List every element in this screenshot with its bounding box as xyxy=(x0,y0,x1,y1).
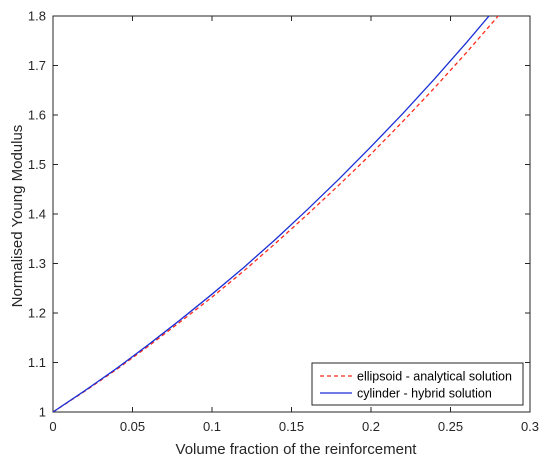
y-tick-label: 1.3 xyxy=(28,256,46,271)
x-tick-label: 0.2 xyxy=(362,419,380,434)
y-tick-label: 1.2 xyxy=(28,306,46,321)
x-tick-label: 0.15 xyxy=(279,419,304,434)
y-tick-label: 1.4 xyxy=(28,207,46,222)
legend-label-2: cylinder - hybrid solution xyxy=(357,387,492,401)
y-tick-label: 1.5 xyxy=(28,157,46,172)
y-tick-label: 1.6 xyxy=(28,108,46,123)
y-axis-label: Normalised Young Modulus xyxy=(9,125,26,308)
x-tick-label: 0.3 xyxy=(521,419,539,434)
legend: ellipsoid - analytical solution cylinder … xyxy=(312,363,523,405)
y-tick-label: 1.7 xyxy=(28,58,46,73)
x-tick-label: 0 xyxy=(49,419,56,434)
x-tick-label: 0.05 xyxy=(120,419,145,434)
x-tick-label: 0.25 xyxy=(438,419,463,434)
x-tick-label: 0.1 xyxy=(203,419,221,434)
axes-box xyxy=(53,16,530,412)
x-axis-label: Volume fraction of the reinforcement xyxy=(176,441,418,458)
y-tick-label: 1 xyxy=(39,405,46,420)
y-tick-label: 1.1 xyxy=(28,355,46,370)
legend-label-1: ellipsoid - analytical solution xyxy=(357,370,512,384)
y-tick-label: 1.8 xyxy=(28,9,46,24)
plot-area xyxy=(53,16,530,412)
